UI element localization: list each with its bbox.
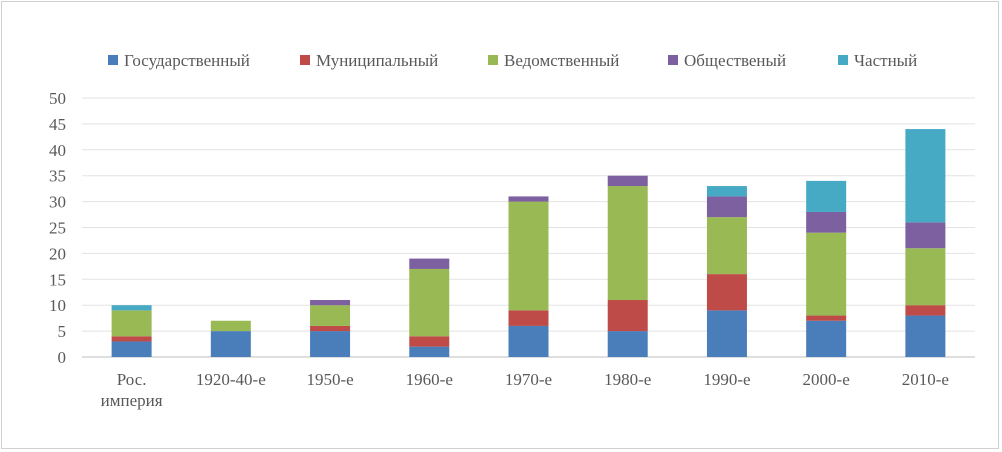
legend-label: Государственный: [124, 51, 250, 70]
bar-segment: [706, 196, 747, 218]
y-axis: 0 5 10 15 20 25 30 35 40 45 50: [49, 89, 66, 367]
bar-segment: [706, 186, 747, 197]
bar-segment: [310, 331, 351, 357]
x-tick-label: 1950-е: [306, 370, 353, 389]
bar-segment: [806, 180, 847, 212]
bar-segment: [508, 325, 549, 357]
bar-segment: [905, 248, 946, 306]
y-tick-label: 30: [49, 193, 66, 212]
bar-segment: [508, 196, 549, 202]
bar-segment: [806, 232, 847, 316]
bar-segment: [806, 315, 847, 321]
bar-segment: [210, 320, 251, 332]
x-tick-label: 1960-е: [406, 370, 453, 389]
legend-swatch: [108, 55, 118, 65]
y-tick-label: 10: [49, 296, 66, 315]
legend-label: Муниципальный: [316, 51, 438, 70]
legend-swatch: [838, 55, 848, 65]
bar-segment: [905, 305, 946, 316]
bar-segment: [905, 315, 946, 357]
legend-label: Общественый: [684, 51, 786, 70]
y-tick-label: 50: [49, 89, 66, 108]
y-tick-label: 0: [58, 348, 67, 367]
x-tick-label: Рос.: [117, 370, 147, 389]
x-tick-label: 2010-е: [902, 370, 949, 389]
bar-segment: [806, 320, 847, 357]
bar-segment: [409, 336, 450, 347]
y-tick-label: 5: [58, 322, 67, 341]
legend-swatch: [488, 55, 498, 65]
x-tick-label: 1920-40-е: [196, 370, 266, 389]
y-tick-label: 35: [49, 167, 66, 186]
legend-swatch: [300, 55, 310, 65]
bar-segment: [706, 310, 747, 357]
y-tick-label: 25: [49, 219, 66, 238]
bar-segment: [310, 300, 351, 306]
x-axis: Рос. империя 1920-40-е 1950-е 1960-е 1970-е 19…: [101, 370, 949, 410]
bar-segment: [607, 175, 648, 187]
bar-segment: [508, 310, 549, 326]
legend-label: Ведомственный: [504, 51, 619, 70]
bar-segment: [409, 258, 450, 269]
legend-label: Частный: [854, 51, 917, 70]
legend-swatch: [668, 55, 678, 65]
bars: [111, 129, 946, 357]
bar-segment: [607, 186, 648, 301]
y-tick-label: 15: [49, 270, 66, 289]
x-tick-label: 2000-е: [803, 370, 850, 389]
bar-segment: [111, 336, 152, 342]
bar-segment: [905, 129, 946, 223]
bar-segment: [508, 201, 549, 311]
y-tick-label: 40: [49, 141, 66, 160]
y-tick-label: 45: [49, 115, 66, 134]
bar-segment: [806, 211, 847, 233]
bar-segment: [111, 305, 152, 311]
bar-segment: [706, 217, 747, 275]
legend: Государственный Муниципальный Ведомственны…: [108, 51, 917, 70]
bar-segment: [905, 222, 946, 249]
bar-segment: [409, 346, 450, 357]
bar-segment: [607, 300, 648, 332]
x-tick-label: 1980-е: [604, 370, 651, 389]
bar-segment: [111, 310, 152, 337]
bar-segment: [210, 331, 251, 357]
y-tick-label: 20: [49, 244, 66, 263]
bar-segment: [706, 274, 747, 311]
bar-segment: [409, 268, 450, 337]
x-tick-label: 1970-е: [505, 370, 552, 389]
x-tick-label: 1990-е: [703, 370, 750, 389]
x-tick-label: империя: [101, 391, 163, 410]
bar-segment: [607, 331, 648, 357]
bar-segment: [310, 325, 351, 332]
bar-segment: [310, 305, 351, 326]
bar-segment: [111, 341, 152, 357]
